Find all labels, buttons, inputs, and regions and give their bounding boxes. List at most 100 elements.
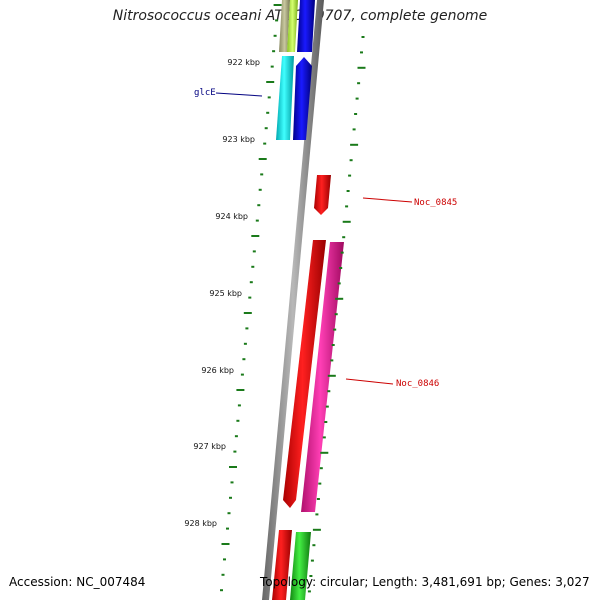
outer-minor-tick (327, 390, 331, 393)
ruler-minor-tick (230, 481, 234, 484)
outer-minor-tick (309, 575, 313, 577)
ruler-minor-tick (249, 281, 253, 284)
ruler-minor-tick (245, 327, 249, 330)
gene-label-noc0846: Noc_0846 (396, 379, 439, 389)
ruler-minor-tick (243, 342, 247, 345)
ruler-major-tick (221, 543, 230, 545)
outer-minor-tick (354, 113, 358, 115)
outer-minor-tick (357, 82, 361, 85)
ruler-label: 922 kbp (227, 58, 260, 67)
ruler-minor-tick (257, 204, 261, 207)
outer-minor-tick (355, 97, 359, 100)
ruler-minor-tick (221, 573, 225, 576)
gene-red-long (283, 240, 326, 508)
outer-major-tick (320, 451, 329, 454)
label-line-noc0846 (345, 378, 394, 385)
outer-minor-tick (360, 51, 363, 54)
outer-major-tick (342, 220, 351, 223)
ruler-minor-tick (263, 142, 267, 145)
ruler-label: 928 kbp (184, 519, 217, 528)
gene-red-bottom (272, 530, 292, 600)
topology-text: Topology: circular; Length: 3,481,691 bp… (260, 575, 590, 589)
outer-minor-tick (325, 405, 329, 408)
outer-minor-tick (339, 267, 343, 269)
ruler-minor-tick (252, 250, 256, 253)
ruler-major-tick (273, 4, 282, 6)
ruler-major-tick (229, 466, 237, 468)
ruler-minor-tick (273, 34, 277, 37)
outer-minor-tick (319, 467, 323, 470)
ruler-label: 923 kbp (222, 135, 255, 144)
label-line-noc0845 (362, 197, 413, 203)
ruler-minor-tick (251, 265, 255, 268)
label-line-glce (215, 92, 263, 97)
outer-minor-tick (337, 282, 341, 285)
ruler-label: 925 kbp (209, 289, 242, 298)
gene-label-glce: glcE (194, 88, 216, 98)
ruler-minor-tick (237, 404, 241, 407)
gene-blue-top (297, 0, 315, 52)
ruler-minor-tick (227, 512, 231, 515)
outer-major-tick (327, 374, 336, 377)
outer-minor-tick (307, 590, 311, 593)
ruler-minor-tick (266, 111, 270, 114)
gene-blue-arrow (293, 57, 312, 140)
ruler-major-tick (243, 312, 252, 314)
outer-minor-tick (312, 544, 316, 547)
outer-minor-tick (331, 344, 335, 346)
ruler-major-tick (266, 81, 275, 83)
outer-major-tick (335, 297, 344, 300)
outer-minor-tick (345, 205, 349, 208)
ruler-minor-tick (223, 558, 226, 561)
gene-label-noc0845: Noc_0845 (414, 198, 457, 208)
outer-minor-tick (348, 174, 352, 177)
gene-olive-top (279, 0, 290, 52)
ruler-minor-tick (267, 96, 271, 99)
ruler-label: 926 kbp (201, 366, 234, 375)
ruler-label: 927 kbp (193, 442, 226, 451)
ruler-minor-tick (233, 450, 237, 453)
ruler-minor-tick (226, 527, 229, 530)
gene-magenta-noc0846 (301, 242, 344, 512)
gene-green-bottom (290, 532, 311, 600)
outer-major-tick (350, 143, 359, 146)
ruler-major-tick (236, 389, 245, 391)
ruler-minor-tick (248, 296, 252, 299)
ruler-minor-tick (258, 188, 262, 191)
gene-red-noc0845 (314, 175, 331, 215)
outer-minor-tick (346, 190, 350, 192)
outer-minor-tick (349, 159, 353, 162)
ruler-minor-tick (240, 373, 244, 376)
outer-minor-tick (310, 559, 314, 562)
outer-minor-tick (342, 236, 346, 239)
outer-major-tick (357, 66, 366, 69)
outer-minor-tick (333, 328, 337, 331)
accession-text: Accession: NC_007484 (9, 575, 146, 589)
outer-dashes (307, 36, 366, 593)
outer-minor-tick (340, 251, 344, 254)
ruler-minor-tick (242, 358, 246, 361)
ruler-major-tick (258, 158, 267, 160)
outer-minor-tick (315, 513, 319, 516)
gene-yellowgreen-top (287, 0, 298, 52)
outer-minor-tick (334, 313, 338, 316)
ruler-minor-tick (272, 50, 276, 53)
outer-minor-tick (330, 359, 334, 362)
outer-major-tick (312, 528, 321, 531)
ruler-minor-tick (264, 127, 268, 130)
gene-cyan-glce (276, 56, 294, 140)
ruler-minor-tick (260, 173, 264, 176)
outer-minor-tick (318, 482, 322, 485)
outer-minor-tick (322, 436, 326, 439)
backbone-line (262, 0, 324, 600)
ruler-minor-tick (234, 435, 238, 438)
ruler-minor-tick (220, 589, 223, 592)
ruler-minor-tick (236, 419, 240, 422)
ruler-label: 924 kbp (215, 212, 248, 221)
outer-minor-tick (361, 36, 365, 38)
ruler-minor-tick (275, 19, 279, 22)
outer-minor-tick (316, 498, 320, 500)
ruler-dashes (220, 4, 282, 592)
ruler-minor-tick (229, 496, 232, 499)
